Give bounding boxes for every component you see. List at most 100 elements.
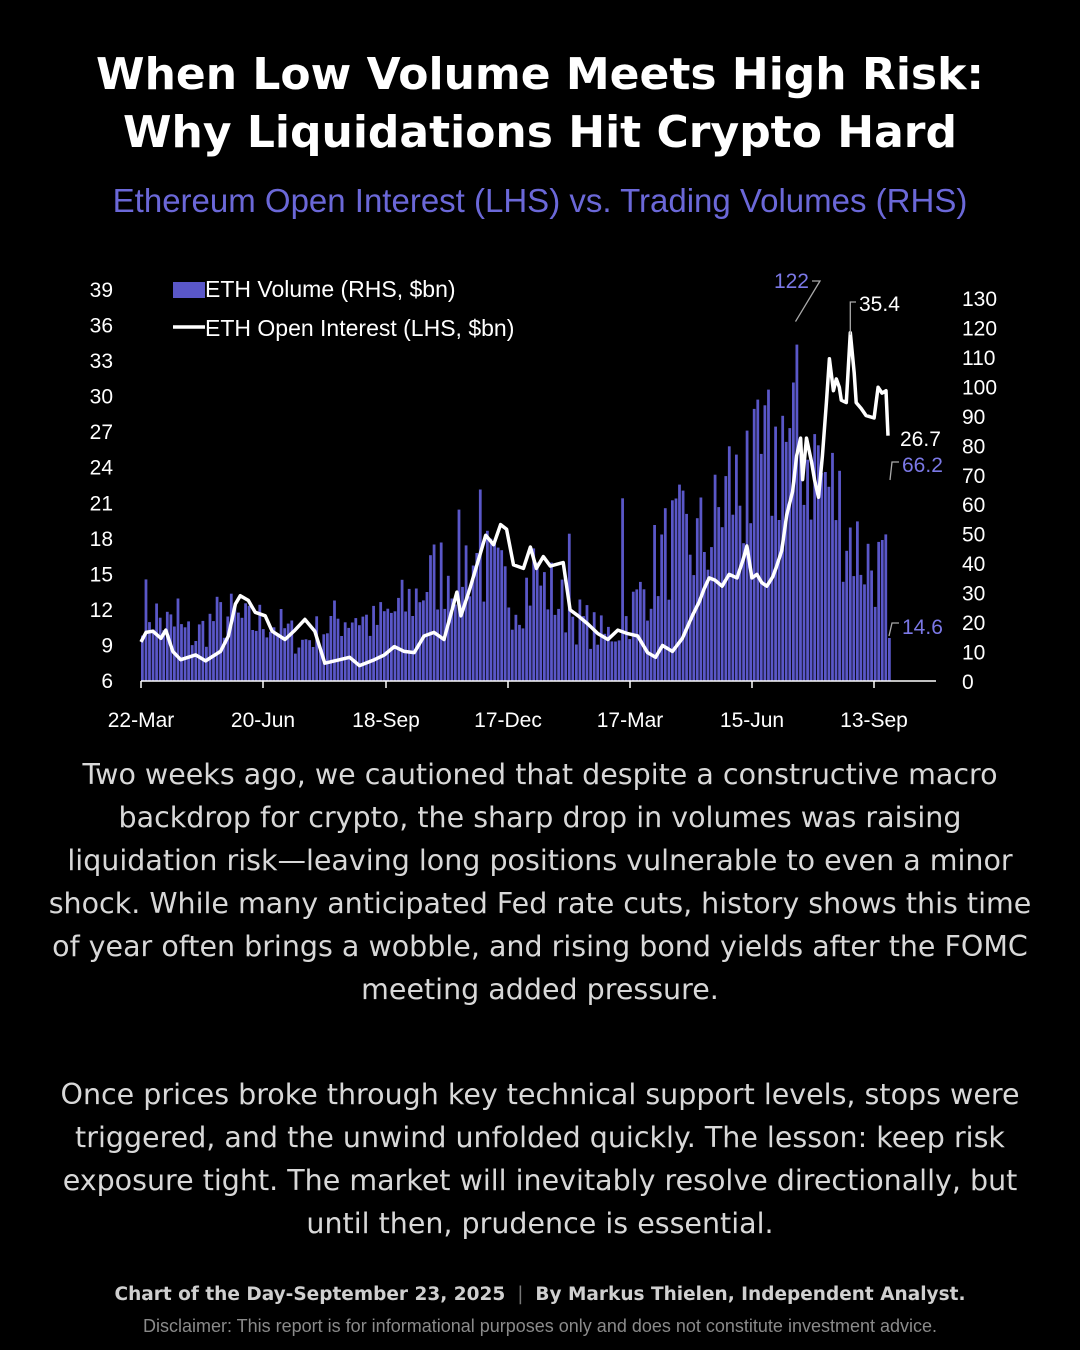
- volume-bar: [486, 530, 489, 681]
- volume-bar: [767, 389, 770, 681]
- volume-bar: [521, 628, 525, 681]
- volume-bar: [180, 624, 183, 681]
- volume-bar: [514, 614, 518, 681]
- volume-bar: [824, 472, 827, 681]
- volume-bar: [550, 562, 553, 681]
- volume-bar: [158, 617, 162, 681]
- right-axis-tick-label: 80: [962, 435, 985, 458]
- volume-bar: [788, 428, 792, 681]
- legend-volume-label: ETH Volume (RHS, $bn): [205, 276, 456, 302]
- volume-bar: [671, 500, 674, 681]
- volume-bar: [660, 534, 664, 681]
- volume-bar: [756, 399, 760, 681]
- left-axis-tick-label: 27: [90, 421, 113, 444]
- disclaimer: Disclaimer: This report is for informati…: [142, 1316, 938, 1336]
- volume-bar: [770, 515, 774, 681]
- volume-bar: [752, 408, 756, 681]
- volume-bar: [816, 445, 820, 681]
- volume-bar: [336, 618, 340, 681]
- annotation-volume-prev: 66.2: [902, 454, 943, 477]
- volume-bar: [493, 542, 496, 681]
- volume-bar: [194, 641, 198, 681]
- right-axis-tick-label: 20: [962, 612, 985, 635]
- volume-bar: [503, 566, 507, 681]
- volume-bar: [237, 612, 240, 681]
- volume-bar: [685, 513, 688, 681]
- volume-bar: [165, 611, 169, 681]
- right-axis-tick-label: 70: [962, 465, 985, 488]
- volume-bar: [596, 644, 600, 681]
- volume-bar: [190, 645, 194, 681]
- volume-bar: [674, 498, 678, 681]
- x-axis-tick-label: 17-Dec: [474, 709, 542, 732]
- volume-bar: [443, 608, 447, 681]
- annotation-volume-latest: 14.6: [902, 616, 943, 639]
- volume-bar: [528, 605, 532, 681]
- volume-bar: [468, 596, 472, 681]
- volume-bar: [560, 579, 564, 681]
- volume-bar: [350, 622, 354, 681]
- volume-bar: [727, 446, 731, 681]
- volume-bar: [653, 525, 656, 681]
- right-axis-tick-label: 90: [962, 406, 985, 429]
- volume-bar: [286, 623, 290, 681]
- volume-bar: [354, 618, 358, 681]
- volume-bar: [749, 523, 753, 681]
- left-axis-tick-label: 21: [90, 492, 113, 515]
- annotation-oi-peak-leader: [849, 301, 856, 335]
- volume-bar: [358, 625, 361, 681]
- volume-bar: [233, 608, 237, 681]
- volume-bar: [592, 612, 596, 681]
- left-axis-tick-label: 12: [90, 599, 113, 622]
- volume-bar: [429, 555, 432, 681]
- volume-bar: [710, 547, 713, 681]
- volume-bar: [888, 638, 891, 681]
- volume-bar: [681, 490, 685, 681]
- volume-bar: [411, 616, 415, 681]
- volume-bar: [866, 543, 870, 681]
- volume-bar: [617, 640, 621, 681]
- annotation-oi-latest: 26.7: [900, 428, 941, 451]
- volume-bar: [841, 581, 845, 681]
- left-axis-tick-label: 30: [90, 386, 113, 409]
- volume-bar: [774, 426, 777, 681]
- volume-bar: [379, 602, 383, 681]
- volume-bar: [326, 633, 329, 681]
- volume-bar: [205, 646, 208, 681]
- legend-oi-label: ETH Open Interest (LHS, $bn): [205, 315, 514, 341]
- volume-bar: [365, 614, 368, 681]
- volume-bar: [784, 441, 788, 681]
- volume-bar: [863, 584, 866, 681]
- volume-bar: [222, 637, 226, 681]
- volume-bar: [436, 609, 439, 681]
- volume-bar: [208, 613, 212, 681]
- volume-bar: [614, 641, 617, 681]
- volume-bar: [510, 629, 514, 681]
- right-axis-tick-label: 120: [962, 318, 997, 341]
- right-axis-tick-label: 40: [962, 553, 985, 576]
- volume-bar: [422, 600, 425, 681]
- volume-bar: [176, 598, 180, 681]
- volume-bar: [315, 616, 319, 681]
- annotation-volume-latest-leader: [888, 622, 899, 637]
- left-axis-tick-label: 15: [90, 563, 113, 586]
- volume-bar: [649, 608, 653, 681]
- volume-bar: [720, 527, 724, 681]
- volume-bar: [155, 603, 158, 681]
- volume-bar: [375, 624, 379, 681]
- volume-bar: [290, 620, 294, 681]
- volume-bar: [229, 593, 233, 681]
- volume-bar: [806, 459, 809, 681]
- volume-bar: [663, 508, 667, 681]
- left-axis-tick-label: 9: [101, 635, 113, 658]
- volume-bar: [254, 630, 258, 681]
- volume-bar: [272, 627, 276, 681]
- volume-bar: [799, 438, 802, 681]
- volume-bar: [628, 639, 632, 681]
- annotation-volume-peak: 122: [774, 270, 809, 293]
- volume-bar: [329, 616, 333, 681]
- left-axis-tick-label: 33: [90, 350, 113, 373]
- right-axis-tick-label: 10: [962, 642, 985, 665]
- volume-bar: [735, 454, 738, 681]
- legend-volume-swatch: [173, 282, 205, 298]
